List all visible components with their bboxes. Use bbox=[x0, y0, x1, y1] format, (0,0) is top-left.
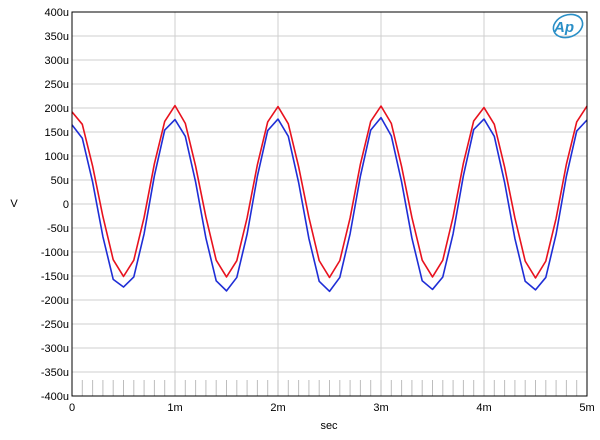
y-tick-label: -200u bbox=[41, 295, 69, 307]
x-tick-label: 4m bbox=[476, 402, 491, 414]
y-tick-label: 350u bbox=[45, 31, 69, 43]
minor-tick-marks bbox=[81, 380, 578, 396]
y-tick-label: 100u bbox=[45, 151, 69, 163]
svg-text:Ap: Ap bbox=[553, 19, 574, 36]
y-tick-label: -50u bbox=[47, 223, 69, 235]
y-tick-label: 400u bbox=[45, 7, 69, 19]
x-tick-label: 3m bbox=[373, 402, 388, 414]
ap-logo: Ap bbox=[552, 13, 584, 39]
x-tick-label: 5m bbox=[579, 402, 594, 414]
y-tick-label: 150u bbox=[45, 127, 69, 139]
x-axis-label: sec bbox=[320, 420, 338, 432]
y-tick-label: -350u bbox=[41, 367, 69, 379]
red-channel-trace bbox=[71, 104, 588, 279]
y-tick-label: -400u bbox=[41, 391, 69, 403]
x-tick-label: 2m bbox=[270, 402, 285, 414]
y-axis-label: V bbox=[10, 198, 18, 210]
y-tick-label: 300u bbox=[45, 55, 69, 67]
y-tick-label: -150u bbox=[41, 271, 69, 283]
series-group bbox=[71, 104, 588, 293]
x-tick-label: 0 bbox=[69, 402, 75, 414]
y-tick-label: 200u bbox=[45, 103, 69, 115]
y-tick-label: 250u bbox=[45, 79, 69, 91]
y-tick-label: -300u bbox=[41, 343, 69, 355]
x-tick-labels: 0 1m 2m 3m 4m 5m bbox=[69, 402, 595, 414]
y-tick-label: 0 bbox=[63, 199, 69, 211]
y-tick-label: -250u bbox=[41, 319, 69, 331]
x-tick-label: 1m bbox=[167, 402, 182, 414]
y-tick-label: 50u bbox=[51, 175, 69, 187]
blue-channel-trace bbox=[71, 116, 588, 293]
y-tick-labels: 400u 350u 300u 250u 200u 150u 100u 50u 0 -50u -100… bbox=[41, 7, 69, 403]
plot-frame bbox=[71, 11, 588, 397]
y-tick-label: -100u bbox=[41, 247, 69, 259]
